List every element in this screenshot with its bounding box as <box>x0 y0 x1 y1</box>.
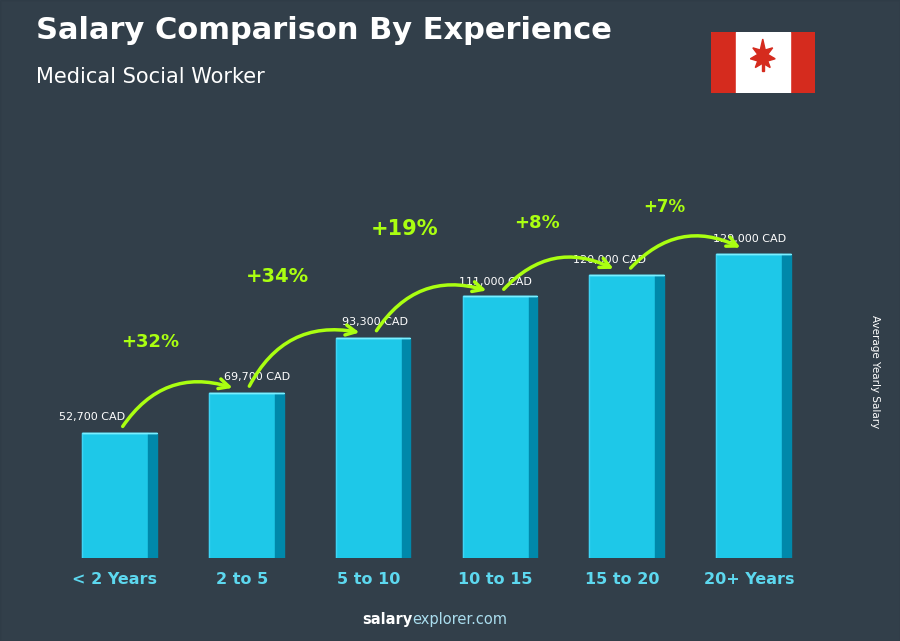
Text: +7%: +7% <box>644 198 686 216</box>
Text: Salary Comparison By Experience: Salary Comparison By Experience <box>36 16 612 45</box>
Text: +32%: +32% <box>122 333 179 351</box>
Polygon shape <box>782 254 791 558</box>
Text: 111,000 CAD: 111,000 CAD <box>459 276 532 287</box>
Text: explorer.com: explorer.com <box>412 612 508 627</box>
Text: 52,700 CAD: 52,700 CAD <box>58 412 125 422</box>
Polygon shape <box>655 275 664 558</box>
Text: salary: salary <box>362 612 412 627</box>
Polygon shape <box>82 433 148 558</box>
Polygon shape <box>274 394 284 558</box>
Text: +34%: +34% <box>246 267 309 286</box>
Polygon shape <box>528 296 537 558</box>
Text: +19%: +19% <box>370 219 438 240</box>
Bar <box>711 32 736 93</box>
Text: Medical Social Worker: Medical Social Worker <box>36 67 265 87</box>
FancyBboxPatch shape <box>708 29 817 96</box>
Bar <box>736 32 789 93</box>
Text: 93,300 CAD: 93,300 CAD <box>342 317 408 327</box>
Polygon shape <box>590 275 655 558</box>
Polygon shape <box>336 338 401 558</box>
Polygon shape <box>148 433 157 558</box>
Text: 129,000 CAD: 129,000 CAD <box>713 234 786 244</box>
Text: Average Yearly Salary: Average Yearly Salary <box>870 315 880 428</box>
Text: 69,700 CAD: 69,700 CAD <box>224 372 290 381</box>
Text: 120,000 CAD: 120,000 CAD <box>573 255 646 265</box>
Polygon shape <box>716 254 782 558</box>
Text: +8%: +8% <box>515 214 561 233</box>
Polygon shape <box>401 338 410 558</box>
Polygon shape <box>761 63 764 71</box>
Polygon shape <box>209 394 274 558</box>
Polygon shape <box>751 39 775 67</box>
Polygon shape <box>463 296 528 558</box>
Bar <box>789 32 814 93</box>
